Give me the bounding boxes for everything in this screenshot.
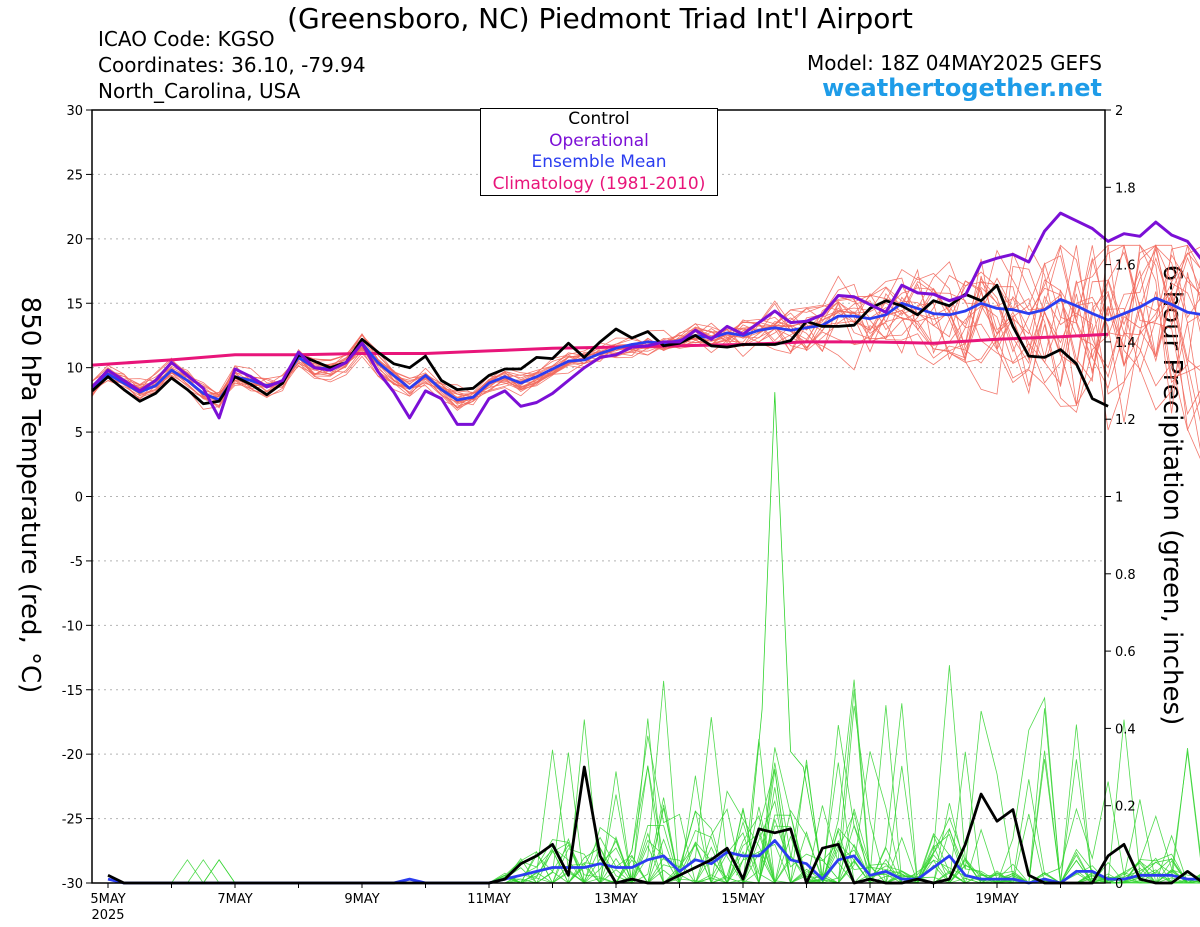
control-temp-line [91, 283, 1109, 408]
member-precip-spike [736, 392, 839, 880]
member-temp-line [91, 244, 1200, 414]
tick-label-right: 0.4 [1115, 722, 1136, 737]
member-precip-line [108, 705, 1200, 885]
legend: Control Operational Ensemble Mean Climat… [480, 108, 718, 196]
tick-label-bottom: 13MAY [594, 892, 638, 907]
tick-label-bottom: 17MAY [848, 892, 892, 907]
tick-label-bottom: 19MAY [975, 892, 1019, 907]
tick-label-left: -5 [70, 555, 83, 570]
model-run: Model: 18Z 04MAY2025 GEFS [807, 51, 1102, 75]
tick-label-right: 1 [1115, 491, 1123, 506]
site-link[interactable]: weathertogether.net [822, 74, 1102, 102]
legend-control: Control [568, 109, 630, 129]
tick-label-left: 10 [66, 362, 83, 377]
tick-label-left: -20 [62, 748, 83, 763]
tick-label-bottom: 5MAY [90, 892, 125, 907]
tick-label-left: -30 [62, 877, 83, 892]
coordinates: Coordinates: 36.10, -79.94 [98, 53, 366, 77]
axes: -30-25-20-15-10-505101520253000.20.40.60… [62, 104, 1136, 923]
region: North_Carolina, USA [98, 79, 301, 103]
tick-label-left: 0 [75, 491, 83, 506]
member-precip-line [108, 708, 1200, 885]
climatology-line [92, 332, 1109, 367]
tick-label-bottom: 15MAY [721, 892, 765, 907]
icao-code: ICAO Code: KGSO [98, 27, 275, 51]
tick-label-bottom: 11MAY [467, 892, 511, 907]
tick-label-left: -10 [62, 619, 83, 634]
legend-climatology: Climatology (1981-2010) [492, 173, 706, 194]
tick-label-left: 15 [66, 297, 83, 312]
tick-label-bottom: 9MAY [344, 892, 379, 907]
gridlines [92, 173, 1105, 820]
tick-label-right: 0.6 [1115, 645, 1136, 660]
tick-label-right: 0.2 [1115, 800, 1136, 815]
member-temp-line [91, 244, 1200, 431]
member-temp-line [91, 244, 1200, 401]
tick-label-right: 1.6 [1115, 259, 1136, 274]
operational-temp-line [91, 211, 1200, 426]
tick-label-left: -15 [62, 684, 83, 699]
tick-label-left: -25 [62, 813, 83, 828]
tick-label-left: 30 [66, 104, 83, 119]
tick-label-left: 25 [66, 168, 83, 183]
tick-label-right: 1.2 [1115, 413, 1136, 428]
tick-label-year: 2025 [91, 908, 124, 923]
tick-label-right: 0.8 [1115, 568, 1136, 583]
series-lines [91, 211, 1200, 885]
tick-label-left: 5 [75, 426, 83, 441]
tick-label-right: 1.4 [1115, 336, 1136, 351]
legend-operational: Operational [549, 130, 649, 151]
chart-title: (Greensboro, NC) Piedmont Triad Int'l Ai… [287, 2, 913, 35]
legend-ensemble-mean: Ensemble Mean [531, 152, 667, 172]
tick-label-left: 20 [66, 233, 83, 248]
tick-label-right: 1.8 [1115, 181, 1136, 196]
tick-label-bottom: 7MAY [217, 892, 252, 907]
tick-label-right: 0 [1115, 877, 1123, 892]
tick-label-right: 2 [1115, 104, 1123, 119]
